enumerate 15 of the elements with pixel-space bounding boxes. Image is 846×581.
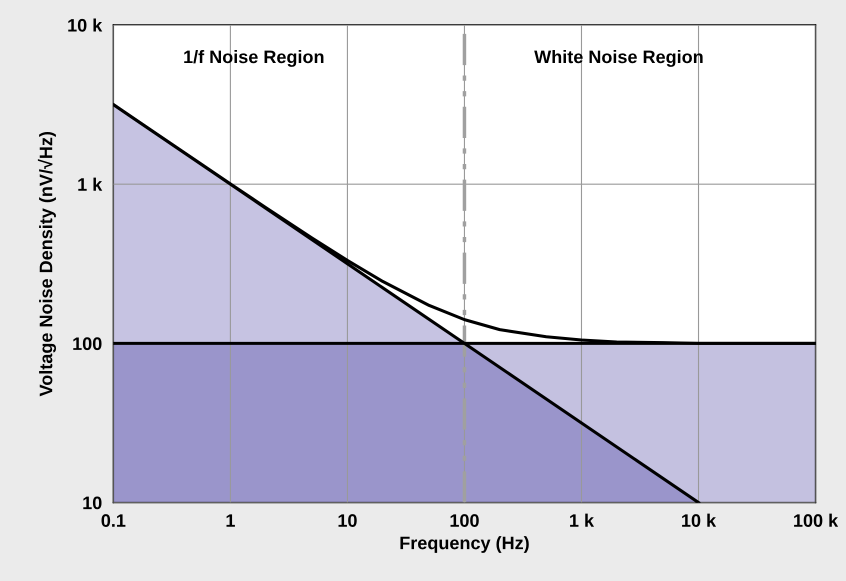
x-tick-label: 100 (450, 514, 479, 527)
annotation: 1/f Noise Region (184, 50, 324, 67)
y-tick-label: 1 k (78, 178, 102, 191)
x-tick-label: 10 k (682, 514, 716, 527)
annotation: White Noise Region (534, 50, 703, 67)
x-tick-label: 0.1 (102, 514, 126, 527)
y-tick-label: 10 k (68, 18, 102, 32)
x-tick-label: 10 (338, 514, 357, 527)
x-tick-label: 1 k (570, 514, 594, 527)
x-axis-title: Frequency (Hz) (400, 536, 529, 553)
y-tick-label: 10 (83, 496, 102, 510)
x-tick-label: 100 k (794, 514, 838, 527)
y-axis-title: Voltage Noise Density (nV/√Hz) (38, 132, 56, 396)
y-tick-label: 100 (73, 337, 102, 350)
x-tick-label: 1 (226, 514, 235, 527)
